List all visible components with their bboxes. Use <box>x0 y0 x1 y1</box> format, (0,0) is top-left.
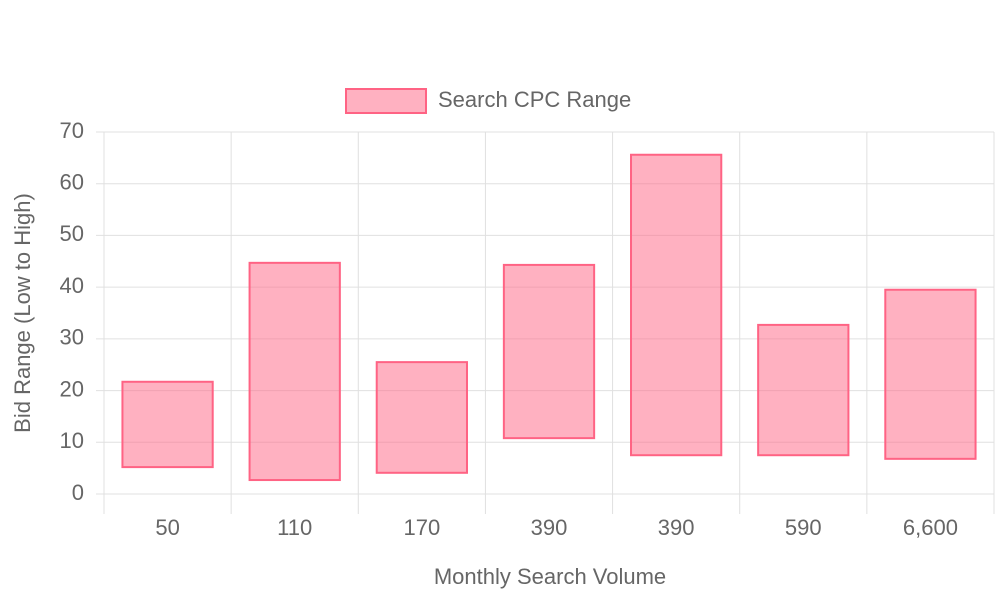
x-axis-title: Monthly Search Volume <box>434 564 666 589</box>
bar <box>757 323 850 457</box>
legend-label: Search CPC Range <box>438 87 631 112</box>
y-tick-label: 70 <box>60 118 84 143</box>
y-axis-title: Bid Range (Low to High) <box>10 193 35 433</box>
y-tick-label: 30 <box>60 325 84 350</box>
bar <box>884 288 977 460</box>
bar <box>502 263 596 440</box>
bar <box>375 361 468 474</box>
y-tick-label: 0 <box>72 480 84 505</box>
legend-swatch <box>345 88 427 114</box>
x-tick-label: 6,600 <box>903 515 958 540</box>
y-tick-label: 40 <box>60 273 84 298</box>
x-tick-label: 390 <box>531 515 568 540</box>
y-tick-label: 20 <box>60 376 84 401</box>
y-tick-label: 10 <box>60 428 84 453</box>
bar <box>248 261 341 482</box>
x-tick-label: 590 <box>785 515 822 540</box>
y-tick-label: 50 <box>60 221 84 246</box>
x-tick-label: 170 <box>403 515 440 540</box>
bar <box>121 380 214 469</box>
y-tick-label: 60 <box>60 170 84 195</box>
bar <box>630 153 723 457</box>
x-tick-label: 110 <box>277 515 312 540</box>
x-tick-label: 50 <box>155 515 179 540</box>
x-tick-label: 390 <box>658 515 695 540</box>
